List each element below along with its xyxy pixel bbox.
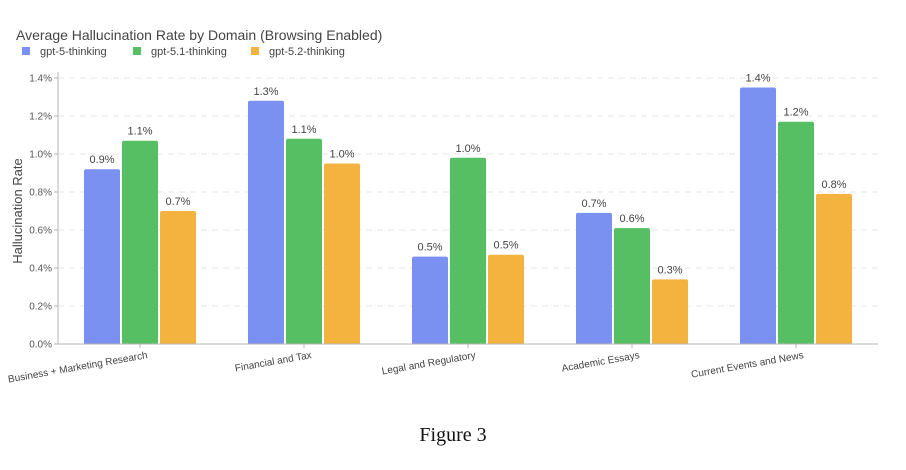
bar [160,211,196,344]
figure-caption: Figure 3 [419,424,487,446]
legend-swatch-1 [22,47,30,55]
x-category-label: Financial and Tax [234,350,312,374]
legend-label-1: gpt-5-thinking [40,46,107,58]
y-tick-label: 1.4% [29,74,52,85]
bar [778,121,814,344]
bars [84,87,852,344]
bar-value-label: 1.4% [745,73,770,85]
bar [84,169,120,344]
legend: gpt-5-thinking gpt-5.1-thinking gpt-5.2-th… [22,46,345,58]
y-tick-label: 0.4% [29,264,52,275]
bar [652,279,688,344]
bar [488,254,524,344]
y-tick-label: 0.0% [29,340,52,351]
bar-value-label: 0.9% [89,154,114,166]
bar [576,212,612,344]
bar-value-label: 0.8% [821,179,846,191]
x-category-label: Business + Marketing Research [7,350,148,385]
value-labels: 0.9% 1.1% 0.7% 1.3% 1.1% 1.0% 0.5% 1.0% 0.5% 0.7%… [89,73,846,277]
y-tick-label: 0.6% [29,226,52,237]
bar-value-label: 1.1% [127,126,152,138]
y-tick-label: 0.8% [29,188,52,199]
legend-swatch-2 [133,47,141,55]
bar [122,140,158,344]
y-axis-label: Hallucination Rate [10,158,25,264]
bar [450,157,486,344]
legend-label-3: gpt-5.2-thinking [269,46,345,58]
y-axis: 0.0% 0.2% 0.4% 0.6% 0.8% 1.0% 1.2% 1.4% [29,74,58,351]
bar-chart: Average Hallucination Rate by Domain (Br… [7,27,878,386]
bar-value-label: 1.0% [455,143,480,155]
bar-value-label: 1.0% [329,149,354,161]
bar-value-label: 0.7% [581,198,606,210]
bar-value-label: 0.7% [165,196,190,208]
bar [614,228,650,344]
bar [740,87,776,344]
y-tick-label: 0.2% [29,302,52,313]
bar-value-label: 0.5% [417,242,442,254]
chart-title: Average Hallucination Rate by Domain (Br… [16,27,382,43]
bar-value-label: 1.1% [291,124,316,136]
bar [286,138,322,344]
bar-value-label: 1.2% [783,107,808,119]
x-category-label: Academic Essays [561,350,641,375]
x-category-label: Legal and Regulatory [381,350,477,377]
bar [324,163,360,344]
x-axis: Business + Marketing Research Financial a… [7,344,805,386]
x-category-label: Current Events and News [690,350,804,381]
bar-value-label: 1.3% [253,86,278,98]
bar-value-label: 0.3% [657,264,682,276]
bar [248,100,284,344]
bar [412,256,448,344]
bar-value-label: 0.5% [493,240,518,252]
legend-label-2: gpt-5.1-thinking [151,46,227,58]
y-tick-label: 1.0% [29,150,52,161]
legend-swatch-3 [251,47,259,55]
y-tick-label: 1.2% [29,112,52,123]
bar [816,193,852,344]
bar-value-label: 0.6% [619,213,644,225]
